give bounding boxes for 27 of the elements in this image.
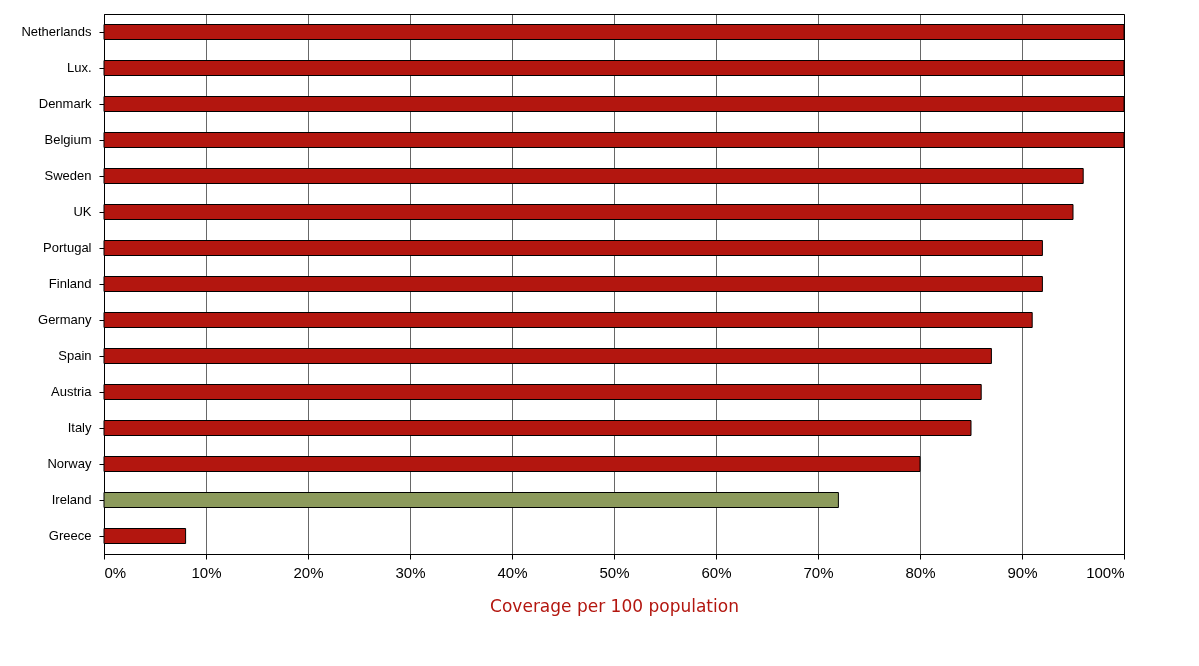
x-axis-title: Coverage per 100 population bbox=[490, 595, 739, 616]
x-tick-label: 100% bbox=[1086, 563, 1125, 581]
y-tick-label: Italy bbox=[67, 420, 92, 435]
y-tick-label: Netherlands bbox=[21, 24, 92, 39]
x-tick-label: 60% bbox=[701, 563, 732, 581]
y-tick-label: UK bbox=[73, 204, 92, 219]
y-tick-label: Sweden bbox=[44, 168, 92, 183]
x-tick-label: 40% bbox=[497, 563, 528, 581]
y-tick-label: Belgium bbox=[44, 132, 92, 147]
y-tick-label: Austria bbox=[51, 384, 93, 399]
y-tick-label: Ireland bbox=[51, 492, 92, 507]
x-tick-label: 10% bbox=[191, 563, 222, 581]
x-tick-label: 0% bbox=[104, 563, 127, 581]
y-tick-label: Portugal bbox=[43, 240, 92, 255]
y-tick-label: Germany bbox=[38, 312, 92, 327]
y-tick-label: Spain bbox=[58, 348, 92, 363]
x-tick-label: 70% bbox=[803, 563, 834, 581]
y-tick-label: Norway bbox=[47, 456, 92, 471]
x-tick-label: 20% bbox=[293, 563, 324, 581]
y-tick-label: Finland bbox=[48, 276, 92, 291]
y-tick-label: Lux. bbox=[66, 60, 92, 75]
x-tick-label: 90% bbox=[1007, 563, 1038, 581]
y-tick-label: Greece bbox=[48, 528, 92, 543]
y-tick-label: Denmark bbox=[38, 96, 92, 111]
x-tick-label: 30% bbox=[395, 563, 426, 581]
x-tick-label: 80% bbox=[905, 563, 936, 581]
x-tick-label: 50% bbox=[599, 563, 630, 581]
